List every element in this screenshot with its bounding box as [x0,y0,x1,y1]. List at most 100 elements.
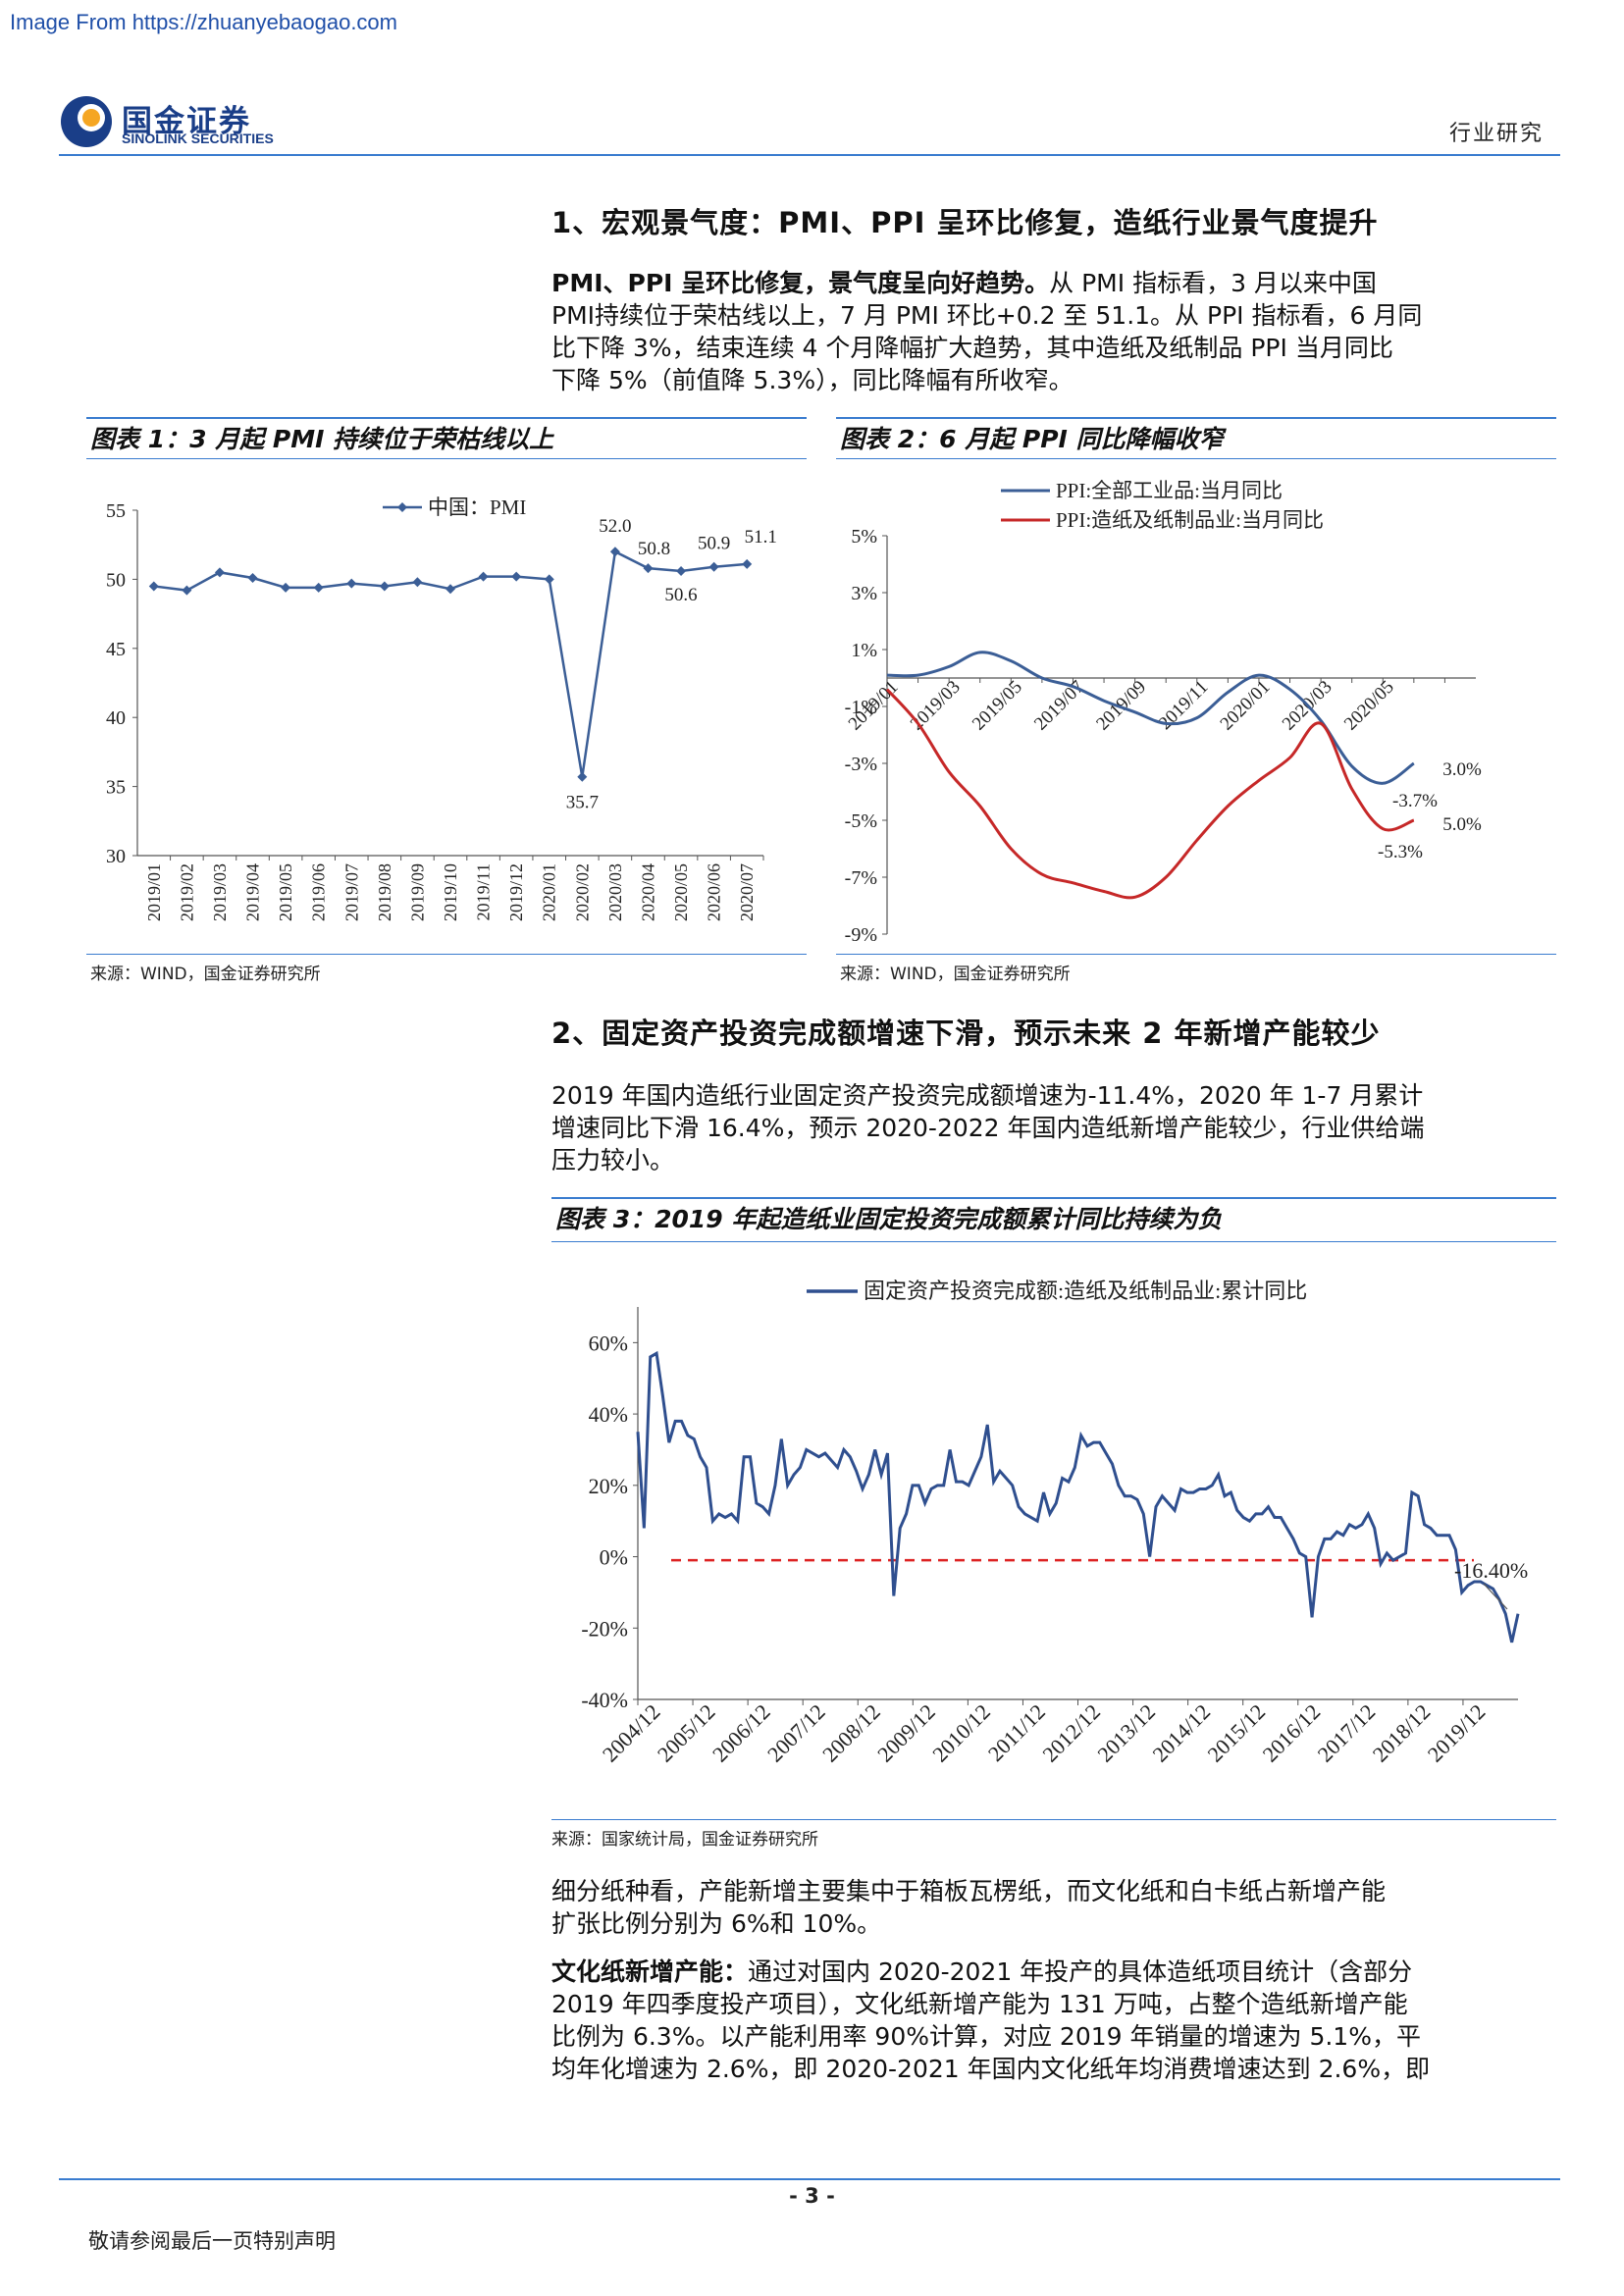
y-tick-label: -1% [845,697,877,718]
x-tick-label: 2019/01 [144,863,164,921]
y-tick-label: 3% [851,583,877,604]
x-tick-label: 2019/11 [1155,677,1212,734]
x-tick-label: 2015/12 [1203,1699,1271,1767]
section1-line-3: 比下降 3%，结束连续 4 个月降幅扩大趋势，其中造纸及纸制品 PPI 当月同比 [551,334,1393,362]
data-label-leader [1483,1583,1508,1610]
x-tick-label: 2012/12 [1037,1699,1105,1767]
legend-label: PPI:全部工业品:当月同比 [1056,479,1283,502]
x-tick-label: 2019/02 [177,863,196,921]
x-tick-label: 2020/06 [705,863,724,921]
pmi-data-point [379,581,390,592]
footer-disclaimer: 敬请参阅最后一页特别声明 [88,2229,336,2253]
ppi-data-label: -5.3% [1378,842,1423,862]
pmi-data-point [313,582,324,593]
y-tick-label: 30 [106,846,126,867]
pmi-data-point [609,547,620,557]
y-tick-label: -5% [845,810,877,832]
section2-line-1: 2019 年国内造纸行业固定资产投资完成额增速为-11.4%，2020 年 1-… [551,1081,1424,1110]
pmi-data-point [511,571,522,582]
x-tick-label: 2019/09 [1092,677,1150,735]
fig2-top-rule [836,417,1556,419]
pmi-data-point [148,581,159,592]
x-tick-label: 2020/01 [540,863,559,921]
section1-lead: PMI、PPI 呈环比修复，景气度呈向好趋势。 [551,269,1050,297]
logo-english: SINOLINK SECURITIES [122,130,274,146]
fig2-title-rule [836,458,1556,459]
x-tick-label: 2019/11 [474,863,494,920]
pmi-data-point [346,578,357,589]
y-tick-label: 50 [106,569,126,591]
x-tick-label: 2019/12 [1423,1699,1491,1767]
y-tick-label: -3% [845,754,877,775]
pmi-data-point [214,567,225,578]
x-tick-label: 2019/04 [243,863,263,921]
sinolink-logo-icon [61,96,112,147]
pmi-data-point [478,571,489,582]
x-tick-label: 2016/12 [1258,1699,1326,1767]
fig1-top-rule [86,417,807,419]
pmi-data-point [643,563,654,574]
ppi-chart: 5%3%1%-1%-3%-5%-7%-9%2019/01 2019/03 2019/… [845,479,1482,946]
section2-heading: 2、固定资产投资完成额增速下滑，预示未来 2 年新增产能较少 [551,1017,1381,1050]
x-tick-label: 2019/10 [441,863,460,921]
pmi-data-label: 50.6 [664,585,697,605]
investment-series-line [636,1350,1520,1644]
section1-line-1: 从 PMI 指标看，3 月以来中国 [1049,269,1377,297]
y-tick-label: 40 [106,707,126,729]
y-tick-label: 1% [851,640,877,661]
x-tick-label: 2017/12 [1313,1699,1381,1767]
legend-label: 中国：PMI [428,496,526,519]
pmi-data-label: 50.9 [698,534,730,554]
culture-paper-lead: 文化纸新增产能： [551,1957,749,1986]
fig1-bottom-rule [86,954,807,955]
x-tick-label: 2019/03 [210,863,230,921]
section2-line-3: 压力较小。 [551,1146,675,1174]
pmi-data-point [182,585,192,596]
ppi-data-label: -3.7% [1392,791,1438,811]
legend-label: 固定资产投资完成额:造纸及纸制品业:累计同比 [864,1278,1307,1303]
x-tick-label: 2020/05 [671,863,691,921]
y-tick-label: -9% [845,924,877,946]
y-tick-label: 5% [851,526,877,548]
section1-line-2: PMI持续位于荣枯线以上，7 月 PMI 环比+0.2 至 51.1。从 PPI… [551,301,1423,330]
x-tick-label: 2020/01 [1217,677,1275,735]
x-tick-label: 2019/05 [969,677,1026,735]
pmi-data-label: 52.0 [599,516,631,537]
x-tick-label: 2005/12 [653,1699,720,1767]
fig3-top-rule [551,1197,1556,1199]
x-tick-label: 2020/04 [638,863,657,921]
section1-heading: 1、宏观景气度：PMI、PPI 呈环比修复，造纸行业景气度提升 [551,206,1379,239]
x-tick-label: 2019/06 [309,863,329,921]
pmi-data-point [247,572,258,583]
fig3-title: 图表 3：2019 年起造纸业固定投资完成额累计同比持续为负 [555,1205,1223,1233]
ppi-data-label: 5.0% [1442,814,1482,835]
page-number: - 3 - [789,2184,835,2208]
culture-paper-line-4: 均年化增速为 2.6%，即 2020-2021 年国内文化纸年均消费增速达到 2… [551,2055,1431,2083]
x-tick-label: 2019/07 [341,863,361,921]
fig1-title: 图表 1：3 月起 PMI 持续位于荣枯线以上 [90,425,554,453]
investment-data-label: -16.40% [1454,1558,1528,1583]
x-tick-label: 2019/05 [276,863,295,921]
x-tick-label: 2008/12 [817,1699,885,1767]
investment-chart: 60%40%20%0%-20%-40%2004/122005/122006/12… [581,1278,1528,1767]
pmi-chart: 55 50 45 40 35 30 2019/01 2019/02 2019/03 2019/04… [106,496,777,921]
fig2-source: 来源：WIND，国金证券研究所 [840,965,1071,984]
x-tick-label: 2019/07 [1030,677,1088,735]
pmi-data-point [544,574,554,585]
culture-paper-paragraph: 文化纸新增产能：通过对国内 2020-2021 年投产的具体造纸项目统计（含部分… [551,1956,1541,2085]
y-tick-label: 45 [106,639,126,660]
pmi-data-point [742,558,753,569]
section2-paragraph: 2019 年国内造纸行业固定资产投资完成额增速为-11.4%，2020 年 1-… [551,1079,1541,1176]
culture-paper-line-2: 2019 年四季度投产项目），文化纸新增产能为 131 万吨，占整个造纸新增产能 [551,1990,1408,2018]
ppi-data-label: 3.0% [1442,759,1482,780]
logo-chinese: 国金证券 [122,104,251,139]
x-tick-label: 2014/12 [1147,1699,1215,1767]
culture-paper-line-3: 比例为 6.3%。以产能利用率 90%计算，对应 2019 年销量的增速为 5.… [551,2022,1421,2051]
x-tick-label: 2010/12 [927,1699,995,1767]
y-tick-label: 55 [106,500,126,522]
pmi-data-point [676,565,687,576]
footer-divider [59,2178,1560,2180]
pmi-data-point [445,584,455,595]
y-tick-label: 40% [589,1402,628,1427]
section2-line-2: 增速同比下滑 16.4%，预示 2020-2022 年国内造纸新增产能较少，行业… [551,1114,1425,1142]
